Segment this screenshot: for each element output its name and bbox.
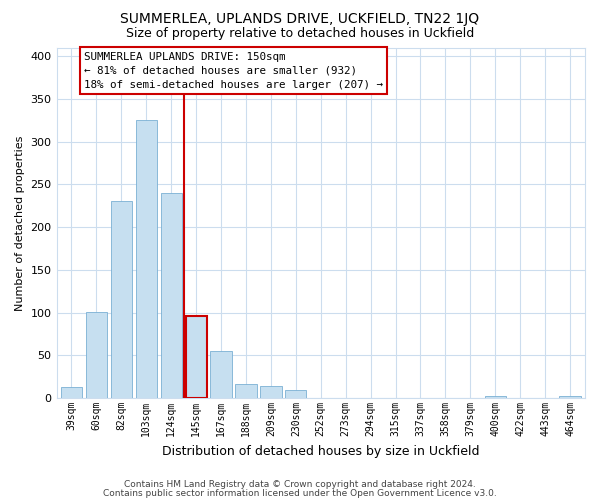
Text: Contains HM Land Registry data © Crown copyright and database right 2024.: Contains HM Land Registry data © Crown c… [124,480,476,489]
Bar [86,312,107,398]
Bar [260,386,281,398]
Bar [211,351,232,398]
Text: SUMMERLEA, UPLANDS DRIVE, UCKFIELD, TN22 1JQ: SUMMERLEA, UPLANDS DRIVE, UCKFIELD, TN22… [121,12,479,26]
X-axis label: Distribution of detached houses by size in Uckfield: Distribution of detached houses by size … [162,444,479,458]
Bar [61,387,82,398]
Bar [485,396,506,398]
Bar [161,193,182,398]
Bar [185,316,207,398]
Text: Contains public sector information licensed under the Open Government Licence v3: Contains public sector information licen… [103,489,497,498]
Y-axis label: Number of detached properties: Number of detached properties [15,135,25,310]
Bar [136,120,157,398]
Text: SUMMERLEA UPLANDS DRIVE: 150sqm
← 81% of detached houses are smaller (932)
18% o: SUMMERLEA UPLANDS DRIVE: 150sqm ← 81% of… [84,52,383,90]
Bar [111,202,132,398]
Bar [559,396,581,398]
Text: Size of property relative to detached houses in Uckfield: Size of property relative to detached ho… [126,28,474,40]
Bar [285,390,307,398]
Bar [235,384,257,398]
